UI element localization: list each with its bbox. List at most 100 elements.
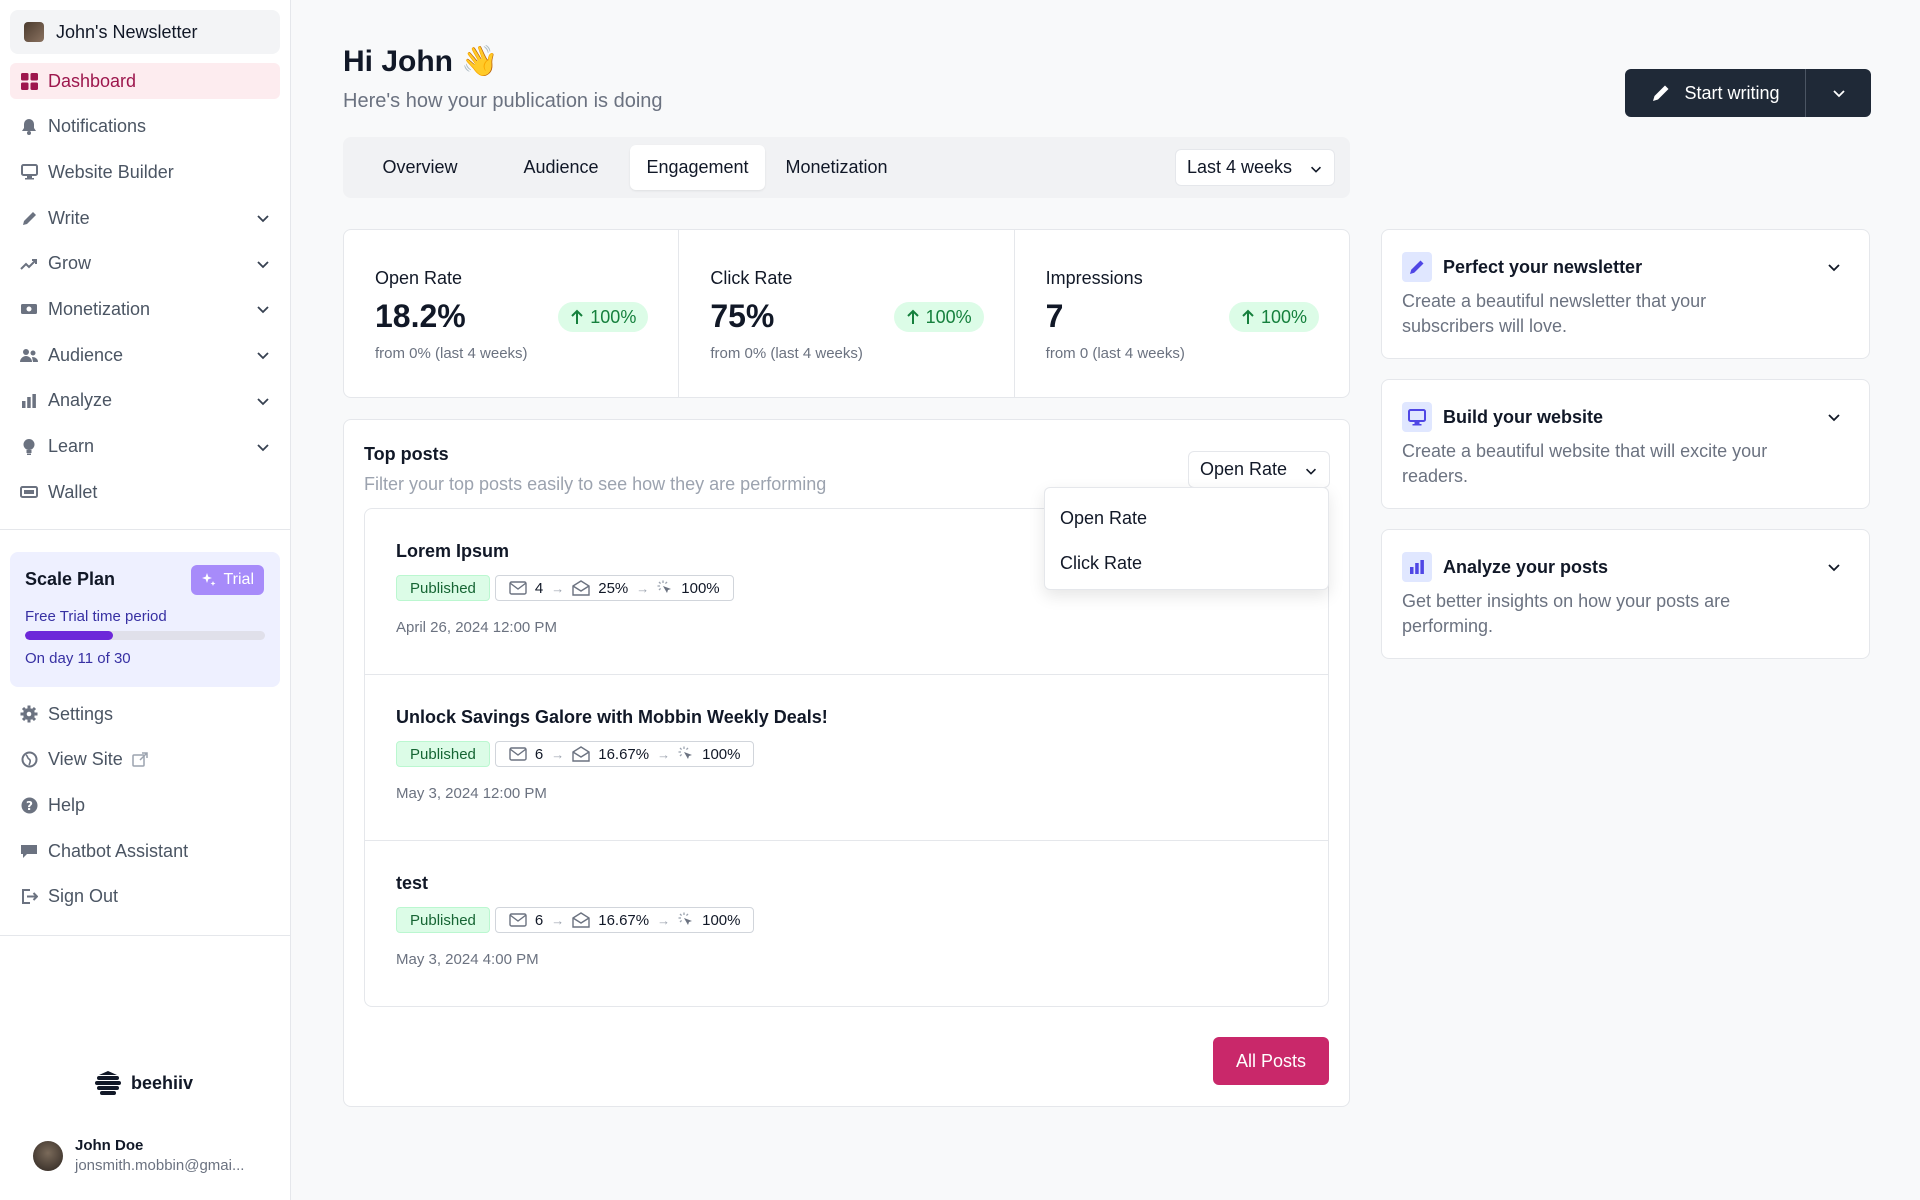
nav-item-help[interactable]: ? Help xyxy=(10,787,280,823)
trial-progress-bar xyxy=(25,631,265,640)
stat-value: 18.2% xyxy=(375,298,466,334)
stat-change: 100% xyxy=(925,306,972,327)
open-rate: 16.67% xyxy=(598,745,650,763)
open-rate: 25% xyxy=(598,579,629,597)
nav-item-write[interactable]: Write xyxy=(10,200,280,236)
arrow-right-icon: → xyxy=(657,746,671,762)
wallet-icon xyxy=(20,483,38,501)
dashboard-tabs: Overview Audience Engagement Monetizatio… xyxy=(343,137,1350,198)
tab-overview[interactable]: Overview xyxy=(382,157,458,177)
chevron-down-icon[interactable] xyxy=(1825,558,1843,576)
click-icon xyxy=(678,746,693,759)
money-icon xyxy=(20,300,38,318)
nav-item-wallet[interactable]: Wallet xyxy=(10,474,280,510)
post-funnel: 6 → 16.67% → 100% xyxy=(494,907,755,933)
nav-label: Audience xyxy=(48,344,124,365)
bell-icon xyxy=(20,118,38,136)
stat-label: Open Rate xyxy=(375,268,463,288)
arrow-right-icon: → xyxy=(636,580,650,596)
pencil-icon xyxy=(1653,85,1669,101)
post-list: Lorem Ipsum Published 4 → 25% → 100% Apr… xyxy=(364,508,1329,1007)
publication-switcher[interactable]: John's Newsletter xyxy=(10,10,280,54)
tab-engagement[interactable]: Engagement xyxy=(630,145,765,190)
chevron-down-icon xyxy=(257,443,269,451)
all-posts-button[interactable]: All Posts xyxy=(1213,1037,1329,1085)
post-meta: Published 6 → 16.67% → 100% xyxy=(396,741,755,767)
post-title[interactable]: Unlock Savings Galore with Mobbin Weekly… xyxy=(396,707,828,727)
nav-item-sign-out[interactable]: Sign Out xyxy=(10,879,280,915)
post-row[interactable]: Lorem Ipsum Published 4 → 25% → 100% Apr… xyxy=(365,509,1328,675)
plan-subtitle: Free Trial time period xyxy=(25,608,167,625)
nav-item-analyze[interactable]: Analyze xyxy=(10,383,280,419)
nav-label: Settings xyxy=(48,703,114,724)
sent-count: 4 xyxy=(534,579,544,597)
nav-item-dashboard[interactable]: Dashboard xyxy=(10,63,280,99)
card-description: Get better insights on how your posts ar… xyxy=(1402,591,1731,636)
post-title[interactable]: test xyxy=(396,873,429,893)
arrow-right-icon: → xyxy=(551,580,565,596)
card-description: Create a beautiful website that will exc… xyxy=(1402,441,1768,486)
card-perfect-newsletter[interactable]: Perfect your newsletter Create a beautif… xyxy=(1381,229,1870,359)
tab-audience[interactable]: Audience xyxy=(523,157,599,177)
stat-change: 100% xyxy=(590,306,637,327)
post-row[interactable]: Unlock Savings Galore with Mobbin Weekly… xyxy=(365,675,1328,841)
top-posts-subtitle: Filter your top posts easily to see how … xyxy=(364,474,827,494)
open-rate: 16.67% xyxy=(598,911,650,929)
nav-item-learn[interactable]: Learn xyxy=(10,429,280,465)
arrow-right-icon: → xyxy=(551,746,565,762)
help-icon: ? xyxy=(20,796,38,814)
brand-name: beehiiv xyxy=(131,1072,194,1093)
chevron-down-icon xyxy=(257,261,269,269)
nav-label: Write xyxy=(48,207,90,228)
nav-item-monetization[interactable]: Monetization xyxy=(10,291,280,327)
wave-emoji: 👋 xyxy=(461,44,499,79)
nav-item-audience[interactable]: Audience xyxy=(10,337,280,373)
start-writing-button[interactable]: Start writing xyxy=(1625,69,1806,117)
trial-badge[interactable]: Trial xyxy=(191,565,264,595)
chevron-down-icon xyxy=(1305,468,1317,475)
card-build-website[interactable]: Build your website Create a beautiful we… xyxy=(1381,379,1870,509)
nav-label: Notifications xyxy=(48,116,147,137)
chevron-down-icon[interactable] xyxy=(1825,408,1843,426)
nav-item-view-site[interactable]: View Site xyxy=(10,742,280,778)
sort-option-open-rate[interactable]: Open Rate xyxy=(1060,508,1148,528)
nav-item-website-builder[interactable]: Website Builder xyxy=(10,154,280,190)
date-range-select[interactable]: Last 4 weeks xyxy=(1175,149,1335,186)
card-title: Build your website xyxy=(1443,407,1604,427)
stat-impressions: Impressions 7 100% from 0 (last 4 weeks) xyxy=(1015,230,1349,397)
sent-count: 6 xyxy=(534,911,544,929)
nav-label: Help xyxy=(48,794,86,815)
post-date: May 3, 2024 4:00 PM xyxy=(396,951,539,968)
nav-item-notifications[interactable]: Notifications xyxy=(10,109,280,145)
nav-item-chatbot-assistant[interactable]: Chatbot Assistant xyxy=(10,833,280,869)
sort-metric-select[interactable]: Open Rate xyxy=(1188,451,1330,488)
mail-icon xyxy=(509,581,527,595)
stat-comparison: from 0% (last 4 weeks) xyxy=(375,345,528,362)
post-row[interactable]: test Published 6 → 16.67% → 100% May 3, … xyxy=(365,841,1328,1006)
sent-count: 6 xyxy=(534,745,544,763)
user-email: jonsmith.mobbin@gmai... xyxy=(75,1157,245,1174)
click-rate: 100% xyxy=(681,579,720,597)
external-link-icon xyxy=(131,751,148,768)
secondary-nav: Settings View Site ? Help Chatbot Assist… xyxy=(10,696,280,924)
post-title[interactable]: Lorem Ipsum xyxy=(396,541,510,561)
chat-icon xyxy=(20,842,38,860)
tab-monetization[interactable]: Monetization xyxy=(785,157,888,177)
card-analyze-posts[interactable]: Analyze your posts Get better insights o… xyxy=(1381,529,1870,659)
mail-open-icon xyxy=(572,746,590,762)
start-writing-dropdown[interactable] xyxy=(1806,84,1871,102)
pencil-icon xyxy=(20,209,38,227)
nav-label: Analyze xyxy=(48,390,113,411)
sort-metric-menu: Open Rate Click Rate xyxy=(1044,487,1329,590)
chevron-down-icon[interactable] xyxy=(1825,258,1843,276)
beehiiv-logo: beehiiv xyxy=(95,1071,193,1095)
nav-label: Dashboard xyxy=(48,70,137,91)
user-profile[interactable]: John Doe jonsmith.mobbin@gmai... xyxy=(33,1137,244,1174)
globe-icon xyxy=(20,751,38,769)
post-funnel: 4 → 25% → 100% xyxy=(494,575,734,601)
sort-option-click-rate[interactable]: Click Rate xyxy=(1060,553,1143,573)
click-icon xyxy=(657,580,672,593)
arrow-up-icon xyxy=(571,309,583,324)
nav-item-grow[interactable]: Grow xyxy=(10,246,280,282)
nav-item-settings[interactable]: Settings xyxy=(10,696,280,732)
